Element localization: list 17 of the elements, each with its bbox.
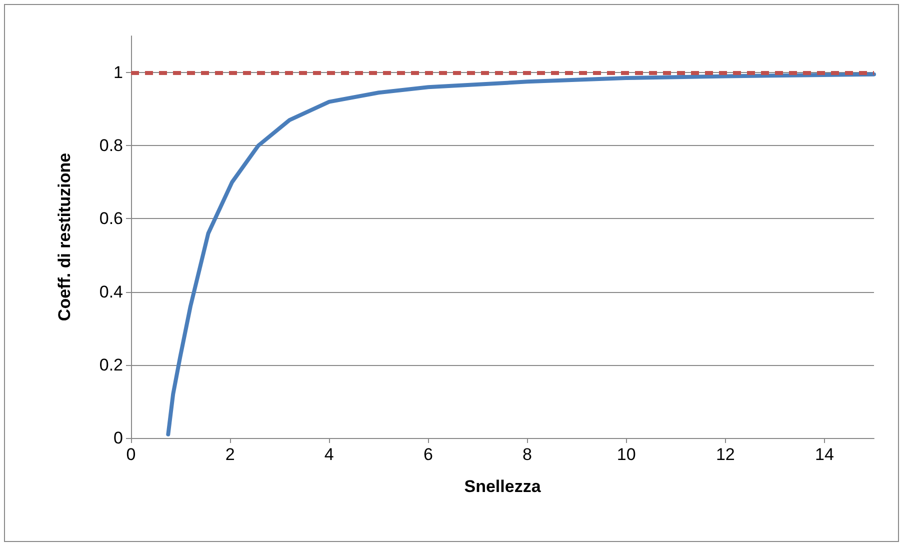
x-tick-label: 4 [324,445,334,464]
y-tick-label: 0.6 [99,209,123,228]
x-axis-title: Snellezza [464,477,542,496]
y-tick-label: 0.8 [99,136,123,156]
x-tick-label: 14 [815,445,834,464]
x-tick-label: 8 [522,445,532,464]
x-tick-label: 10 [616,445,636,464]
y-tick-label: 0.2 [99,355,123,374]
y-tick-label: 1 [114,63,123,82]
x-tick-label: 2 [225,445,235,464]
line-series [166,72,876,436]
x-tick-label: 12 [716,445,735,464]
x-tick-label: 0 [126,445,136,464]
y-axis-title: Coeff. di restituzione [55,152,74,322]
y-tick-label: 0 [114,428,123,448]
x-tick-label: 6 [423,445,433,464]
y-tick-label: 0.4 [99,282,123,302]
